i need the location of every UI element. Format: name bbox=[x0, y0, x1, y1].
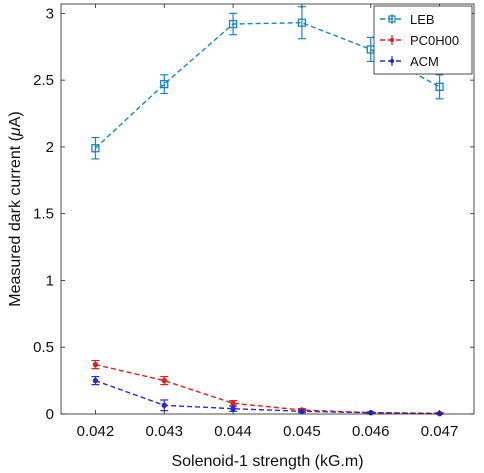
y-tick-label: 0.5 bbox=[33, 339, 54, 356]
data-point bbox=[297, 18, 307, 27]
legend-entry-acm: ACM bbox=[380, 54, 439, 69]
data-point bbox=[91, 144, 100, 153]
data-point bbox=[161, 377, 167, 384]
y-axis-title-suffix: A) bbox=[7, 111, 24, 127]
data-point bbox=[92, 377, 99, 384]
x-tick-label: 0.044 bbox=[214, 423, 252, 440]
y-axis-title: Measured dark current (μA) bbox=[7, 111, 24, 307]
data-point bbox=[228, 19, 238, 29]
data-point bbox=[92, 361, 99, 368]
legend-marker bbox=[389, 37, 395, 43]
x-axis-title: Solenoid-1 strength (kG.m) bbox=[171, 453, 363, 470]
legend-entry-leb: LEB bbox=[380, 12, 435, 27]
legend-marker bbox=[389, 58, 395, 64]
data-point bbox=[161, 402, 167, 409]
y-axis-title-prefix: Measured dark current ( bbox=[7, 135, 24, 306]
legend: LEB PC0H00 ACM bbox=[373, 5, 473, 75]
y-tick-label: 1 bbox=[46, 272, 54, 289]
x-tick-label: 0.046 bbox=[352, 423, 390, 440]
series-leb bbox=[91, 6, 444, 160]
legend-marker bbox=[388, 15, 396, 23]
y-axis-title-mu: μ bbox=[7, 127, 24, 137]
x-tick-label: 0.042 bbox=[77, 423, 115, 440]
axes-frame bbox=[60, 3, 475, 415]
data-point bbox=[230, 400, 236, 407]
legend-label: ACM bbox=[410, 54, 439, 69]
y-tick-label: 0 bbox=[46, 406, 54, 423]
y-tick-label: 2.5 bbox=[33, 72, 54, 89]
legend-entry-pc0h00: PC0H00 bbox=[380, 33, 459, 48]
x-tick-label: 0.043 bbox=[145, 423, 183, 440]
data-point bbox=[435, 82, 444, 91]
x-tick-label: 0.047 bbox=[421, 423, 459, 440]
series-layer bbox=[91, 6, 444, 417]
y-tick-label: 1.5 bbox=[33, 206, 54, 223]
data-point bbox=[160, 79, 169, 89]
series-line bbox=[95, 379, 440, 415]
axes: 0.042 0.043 0.044 0.045 0.046 0.047 0 0.5 1 1.5 2 2… bbox=[33, 3, 475, 440]
x-tick-label: 0.045 bbox=[283, 423, 321, 440]
series-acm bbox=[91, 376, 444, 417]
series-line bbox=[94, 21, 440, 149]
y-tick-label: 2 bbox=[46, 139, 54, 156]
legend-label: PC0H00 bbox=[410, 33, 459, 48]
y-tick-label: 3 bbox=[46, 5, 54, 22]
legend-label: LEB bbox=[410, 12, 435, 27]
